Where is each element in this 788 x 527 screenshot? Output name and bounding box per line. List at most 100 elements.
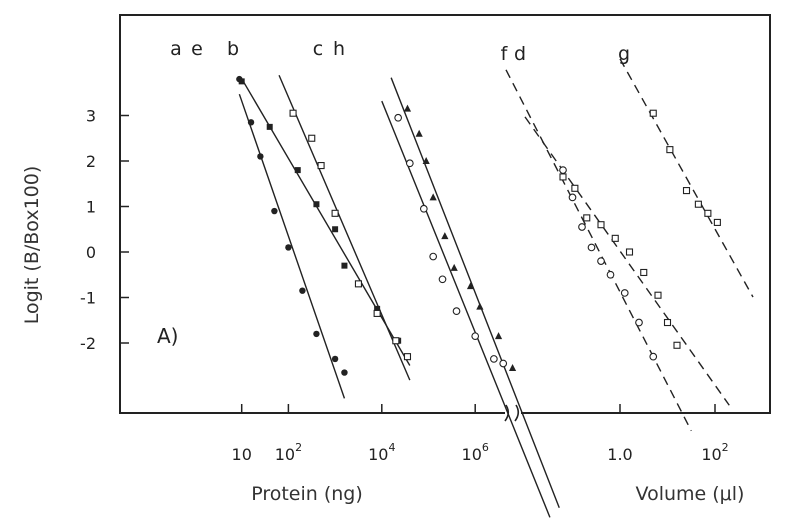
series-label-f: f xyxy=(501,43,509,65)
data-point-c xyxy=(394,113,402,122)
series-label-b: b xyxy=(227,38,239,60)
data-point-d xyxy=(571,184,579,192)
data-point-h xyxy=(422,157,430,164)
data-point-h xyxy=(450,263,458,271)
data-point-e xyxy=(294,167,301,174)
data-point-b xyxy=(331,209,339,217)
data-point-b xyxy=(308,134,316,142)
x-tick-label: 104 xyxy=(368,441,395,464)
data-point-d xyxy=(583,214,591,222)
data-point-h xyxy=(441,232,449,240)
data-point-h xyxy=(494,332,503,340)
panel-label: A) xyxy=(157,324,178,348)
x-tick-label: 102 xyxy=(701,441,728,464)
y-tick-label: 1 xyxy=(86,198,96,217)
data-point-g xyxy=(713,218,721,226)
data-point-c xyxy=(471,332,480,341)
x-tick-label: 102 xyxy=(275,441,302,464)
series-label-d: d xyxy=(514,43,526,65)
data-point-b xyxy=(403,353,412,361)
data-point-h xyxy=(429,193,437,201)
series-line-b xyxy=(278,74,411,381)
series-line-c xyxy=(381,100,551,518)
x-axis-ticks: 10 102 104 106 1.0 102 xyxy=(232,404,729,464)
data-point-a xyxy=(341,369,348,376)
data-point-h xyxy=(466,282,475,290)
y-axis-ticks: 3 2 1 0 -1 -2 xyxy=(80,107,129,353)
data-point-h xyxy=(403,104,412,112)
plot-frame xyxy=(119,14,771,414)
data-point-a xyxy=(299,287,306,294)
data-point-d xyxy=(673,341,681,349)
series-line-d xyxy=(524,116,730,406)
data-point-a xyxy=(257,153,264,160)
data-point-f xyxy=(587,243,596,252)
data-point-d xyxy=(597,221,605,229)
data-point-e xyxy=(341,262,348,269)
data-point-f xyxy=(635,318,643,327)
data-point-e xyxy=(266,123,273,130)
x-axis-title-protein: Protein (ng) xyxy=(251,483,363,505)
data-point-d xyxy=(663,318,672,327)
x-tick-label: 10 xyxy=(232,445,252,464)
y-tick-label: -2 xyxy=(80,334,96,353)
data-point-h xyxy=(415,129,423,137)
data-point-d xyxy=(611,234,619,242)
series-line-g xyxy=(619,58,754,298)
x-axis-title-volume: Volume (μl) xyxy=(636,483,745,505)
data-point-a xyxy=(313,330,320,338)
y-axis-title: Logit (B/Box100) xyxy=(21,166,43,325)
data-point-d xyxy=(625,248,634,256)
series-points xyxy=(236,75,721,376)
y-tick-label: -1 xyxy=(80,289,96,308)
data-point-c xyxy=(499,359,508,368)
data-point-h xyxy=(508,364,517,372)
series-line-a xyxy=(238,93,346,399)
series-label-a: a xyxy=(170,38,182,60)
data-point-f xyxy=(578,223,586,231)
data-point-c xyxy=(405,159,414,168)
data-point-b xyxy=(392,337,400,345)
data-point-d xyxy=(640,268,648,277)
data-point-c xyxy=(452,307,461,316)
series-line-f xyxy=(505,69,692,432)
data-point-c xyxy=(438,275,447,284)
data-point-f xyxy=(606,270,615,279)
x-tick-label: 106 xyxy=(462,441,489,464)
data-point-g xyxy=(694,200,702,208)
y-tick-label: 0 xyxy=(86,243,96,262)
data-point-h xyxy=(476,302,484,310)
series-label-e: e xyxy=(191,38,203,60)
data-point-a xyxy=(271,207,278,215)
series-label-h: h xyxy=(333,38,345,60)
data-point-c xyxy=(490,355,498,363)
data-point-f xyxy=(559,166,567,174)
data-point-g xyxy=(649,109,657,117)
data-point-g xyxy=(666,146,674,154)
data-point-g xyxy=(682,187,691,195)
series-lines xyxy=(238,58,754,518)
data-point-e xyxy=(332,226,339,233)
data-point-b xyxy=(317,162,325,170)
data-point-b xyxy=(354,280,363,288)
series-line-h xyxy=(390,77,560,509)
data-point-e xyxy=(313,201,320,208)
data-point-a xyxy=(331,355,339,363)
data-point-f xyxy=(649,352,658,361)
data-point-f xyxy=(597,257,605,265)
series-label-c: c xyxy=(313,38,323,60)
data-point-g xyxy=(704,209,712,217)
data-point-d xyxy=(559,173,567,181)
series-label-g: g xyxy=(618,43,630,65)
data-point-f xyxy=(620,289,629,297)
data-point-b xyxy=(373,309,381,317)
data-point-a xyxy=(285,244,292,251)
y-tick-label: 2 xyxy=(86,152,96,171)
data-point-e xyxy=(374,305,381,312)
data-point-e xyxy=(238,78,245,85)
data-point-c xyxy=(429,252,438,261)
data-point-d xyxy=(654,291,662,299)
